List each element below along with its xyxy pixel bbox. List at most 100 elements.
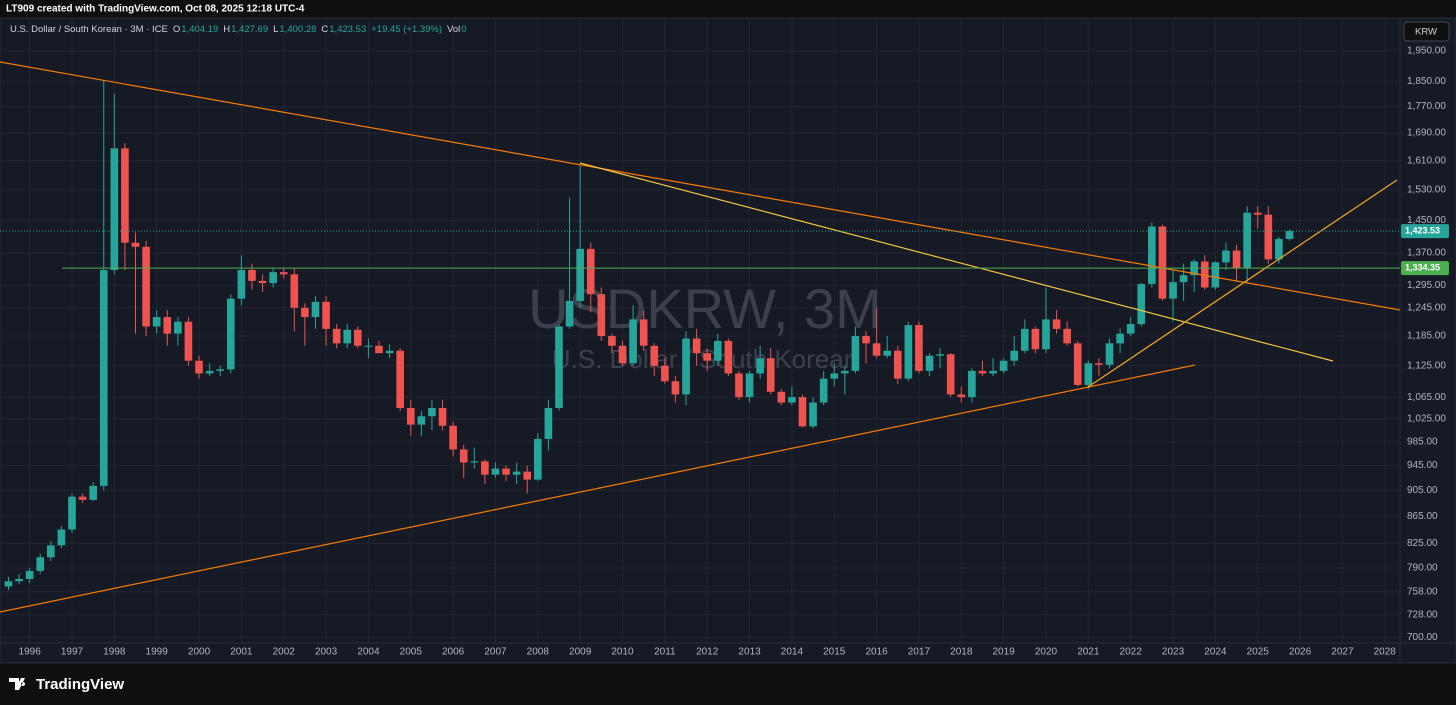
candle-body <box>57 529 66 546</box>
candle-body <box>364 345 373 347</box>
candle-body <box>1020 328 1029 351</box>
x-tick-label: 2025 <box>1247 647 1270 658</box>
symbol-button[interactable] <box>1403 21 1450 42</box>
candle-body <box>1169 282 1177 299</box>
candle-body <box>523 471 532 480</box>
x-tick-label: 2020 <box>1035 647 1058 658</box>
candle-body <box>925 355 934 371</box>
candle-body <box>1264 214 1273 260</box>
x-tick-label: 2026 <box>1289 647 1312 658</box>
candle-body <box>1095 363 1103 365</box>
logo: TradingView <box>9 676 124 693</box>
candle-body <box>957 394 966 398</box>
candle-body <box>459 449 468 463</box>
x-tick-label: 2028 <box>1374 647 1397 658</box>
y-tick-label: 945.00 <box>1407 460 1438 471</box>
candle-body <box>195 360 203 374</box>
candle-body <box>671 381 680 395</box>
candle-body <box>184 321 193 361</box>
legend-label: L <box>273 24 278 35</box>
candle-body <box>544 407 553 439</box>
y-tick-label: 825.00 <box>1407 538 1438 549</box>
candle-body <box>841 370 849 374</box>
candle-body <box>237 270 246 299</box>
x-tick-label: 2009 <box>569 647 592 658</box>
candle-body <box>269 272 277 284</box>
candle-body <box>872 343 881 356</box>
candle-body <box>724 340 733 374</box>
y-tick-label: 1,185.00 <box>1407 331 1446 342</box>
candle-body <box>936 354 944 356</box>
logo-icon <box>9 678 26 690</box>
candle-body <box>226 298 235 370</box>
trendline <box>1087 179 1398 388</box>
candle-body <box>279 272 288 275</box>
y-tick-label: 1,690.00 <box>1407 128 1446 139</box>
candle-body <box>703 353 712 361</box>
candle-body <box>618 345 627 364</box>
y-tick-label: 1,295.00 <box>1407 280 1446 291</box>
candle-body <box>174 321 182 334</box>
candle-body <box>777 391 786 403</box>
y-tick-label: 1,370.00 <box>1407 248 1446 259</box>
y-tick-label: 905.00 <box>1407 485 1438 496</box>
legend: U.S. Dollar / South Korean · 3M · ICE O1,… <box>10 24 467 35</box>
x-tick-label: 2022 <box>1120 647 1143 658</box>
x-tick-label: 2005 <box>400 647 423 658</box>
candle-body <box>110 148 119 271</box>
candle-body <box>1243 212 1251 268</box>
candle-body <box>417 416 426 425</box>
candle-body <box>205 370 214 374</box>
candle-body <box>375 345 383 354</box>
x-tick-label: 2001 <box>230 647 253 658</box>
candle-body <box>639 319 648 346</box>
symbol-button-label[interactable]: KRW <box>1415 27 1437 38</box>
candle-body <box>343 329 352 344</box>
candle-body <box>565 300 574 327</box>
candle-body <box>258 280 267 284</box>
candle-body <box>78 496 87 500</box>
candle-body <box>1105 343 1114 365</box>
x-tick-label: 2010 <box>611 647 634 658</box>
candle-body <box>1232 250 1241 268</box>
x-tick-label: 2027 <box>1331 647 1354 658</box>
x-tick-label: 1997 <box>61 647 84 658</box>
y-tick-label: 1,065.00 <box>1407 392 1446 403</box>
legend-label: H <box>223 24 230 35</box>
candle-body <box>809 402 817 427</box>
candle-body <box>1275 238 1283 260</box>
x-tick-label: 1996 <box>19 647 42 658</box>
candle-body <box>978 370 987 374</box>
candle-body <box>301 307 309 318</box>
candle-body <box>449 425 457 450</box>
legend-value: 1,404.19 <box>181 24 218 35</box>
legend-value: +19.45 (+1.39%) <box>371 24 442 35</box>
x-tick-label: 2015 <box>823 647 846 658</box>
candle-body <box>756 358 764 374</box>
candle-body <box>862 336 870 344</box>
candle-body <box>99 270 108 486</box>
candle-body <box>661 365 669 382</box>
y-tick-label: 1,450.00 <box>1407 215 1446 226</box>
candle-body <box>470 461 479 463</box>
candle-body <box>735 373 743 398</box>
candle-body <box>142 246 150 327</box>
y-tick-label: 728.00 <box>1407 609 1438 620</box>
legend-value: 1,400.28 <box>279 24 316 35</box>
candle-body <box>629 319 637 364</box>
candle-body <box>1148 226 1156 284</box>
x-tick-label: 2016 <box>865 647 888 658</box>
candle-body <box>1052 319 1061 329</box>
candle-body <box>682 338 690 395</box>
y-tick-label: 758.00 <box>1407 586 1438 597</box>
x-tick-label: 2017 <box>908 647 931 658</box>
candle-body <box>1042 319 1050 350</box>
candle-body <box>322 301 330 329</box>
candle-body <box>766 358 775 392</box>
legend-label: Vol <box>447 24 460 35</box>
y-tick-label: 1,025.00 <box>1407 414 1446 425</box>
candle-body <box>248 270 256 281</box>
candle-body <box>1137 283 1146 325</box>
candle-body <box>830 373 839 379</box>
legend-label: C <box>321 24 328 35</box>
